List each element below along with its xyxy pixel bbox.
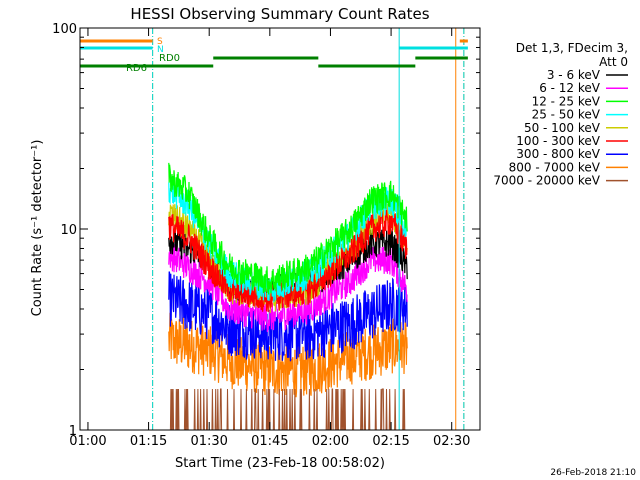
x-tick-label: 01:30: [190, 434, 227, 449]
y-tick-label: 10: [60, 223, 77, 238]
legend-label-1: 6 - 12 keV: [539, 81, 601, 95]
series-line-2: [168, 162, 408, 295]
footer-date: 26-Feb-2018 21:10: [550, 468, 636, 478]
legend-label-4: 50 - 100 keV: [524, 121, 601, 135]
legend-label-2: 12 - 25 keV: [532, 94, 601, 108]
series-line-7: [168, 312, 408, 398]
chart-title: HESSI Observing Summary Count Rates: [130, 5, 429, 23]
x-axis-label: Start Time (23-Feb-18 00:58:02): [175, 456, 385, 471]
x-tick-label: 02:00: [312, 434, 349, 449]
legend-label-7: 800 - 7000 keV: [509, 160, 601, 174]
legend-header-line2: Att 0: [599, 55, 628, 69]
y-axis-label: Count Rate (s⁻¹ detector⁻¹): [30, 140, 45, 317]
legend-label-0: 3 - 6 keV: [547, 68, 601, 82]
legend-label-5: 100 - 300 keV: [516, 134, 600, 148]
x-tick-label: 02:30: [433, 434, 470, 449]
flag-label-n: N: [157, 45, 164, 55]
x-tick-label: 01:00: [69, 434, 106, 449]
x-tick-label: 01:45: [251, 434, 288, 449]
legend-header-line1: Det 1,3, FDecim 3,: [516, 41, 628, 55]
flag-label-s: S: [157, 37, 163, 47]
axes-layer: 01:00 01:15 01:30 01:45 02:00 02:15 02:30 1 10 10…: [52, 22, 481, 449]
y-tick-label: 100: [52, 22, 77, 37]
legend-label-3: 25 - 50 keV: [532, 108, 601, 122]
flag-label-rd6: RD6: [126, 63, 147, 74]
legend-label-8: 7000 - 20000 keV: [493, 174, 600, 188]
x-tick-label: 01:15: [130, 434, 167, 449]
flag-label-rd0: RD0: [159, 53, 180, 64]
series-line-1: [168, 243, 408, 333]
y-tick-label: 1: [69, 424, 77, 439]
series-line-6: [168, 271, 408, 362]
x-tick-label: 02:15: [372, 434, 409, 449]
legend-label-6: 300 - 800 keV: [516, 147, 600, 161]
